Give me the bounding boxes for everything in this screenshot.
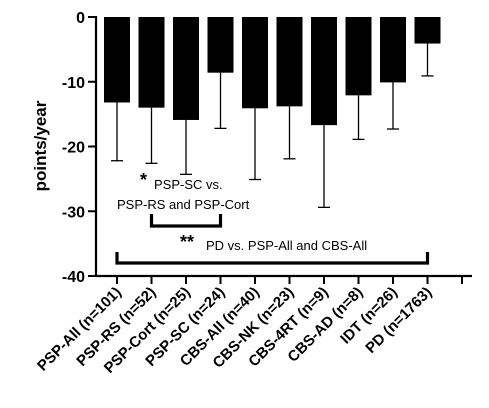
annotations: * PSP-SC vs. PSP-RS and PSP-Cort ** PD v… [115, 170, 430, 265]
annotation-1-line-2: PSP-RS and PSP-Cort [117, 197, 250, 212]
significance-marker-1: * [140, 170, 147, 190]
category-labels: PSP-All (n=101)PSP-RS (n=52)PSP-Cort (n=… [34, 284, 435, 377]
bar [207, 17, 234, 73]
bar [242, 17, 268, 109]
bar [138, 17, 165, 108]
bar [414, 17, 441, 44]
significance-bracket-2 [115, 252, 430, 265]
bar [345, 17, 372, 96]
significance-marker-2: ** [180, 232, 194, 252]
y-tick-label: -20 [62, 140, 85, 157]
y-ticks: 0 -10 -20 -30 -40 [62, 10, 96, 286]
bar [173, 17, 199, 120]
y-tick-label: -30 [62, 204, 85, 221]
bar [380, 17, 406, 83]
y-tick-label: 0 [76, 10, 85, 27]
annotation-2-text: PD vs. PSP-All and CBS-All [206, 238, 367, 253]
error-bars [111, 43, 434, 209]
bar [311, 17, 337, 126]
bars [104, 17, 441, 126]
bar [276, 17, 303, 107]
y-axis-label-group: points/year [31, 100, 50, 191]
bar [104, 17, 130, 103]
y-axis-label: points/year [31, 100, 50, 191]
annotation-1-line-1: PSP-SC vs. [154, 177, 223, 192]
y-tick-label: -40 [62, 269, 85, 286]
y-tick-label: -10 [62, 75, 85, 92]
significance-bracket-1 [149, 214, 223, 228]
